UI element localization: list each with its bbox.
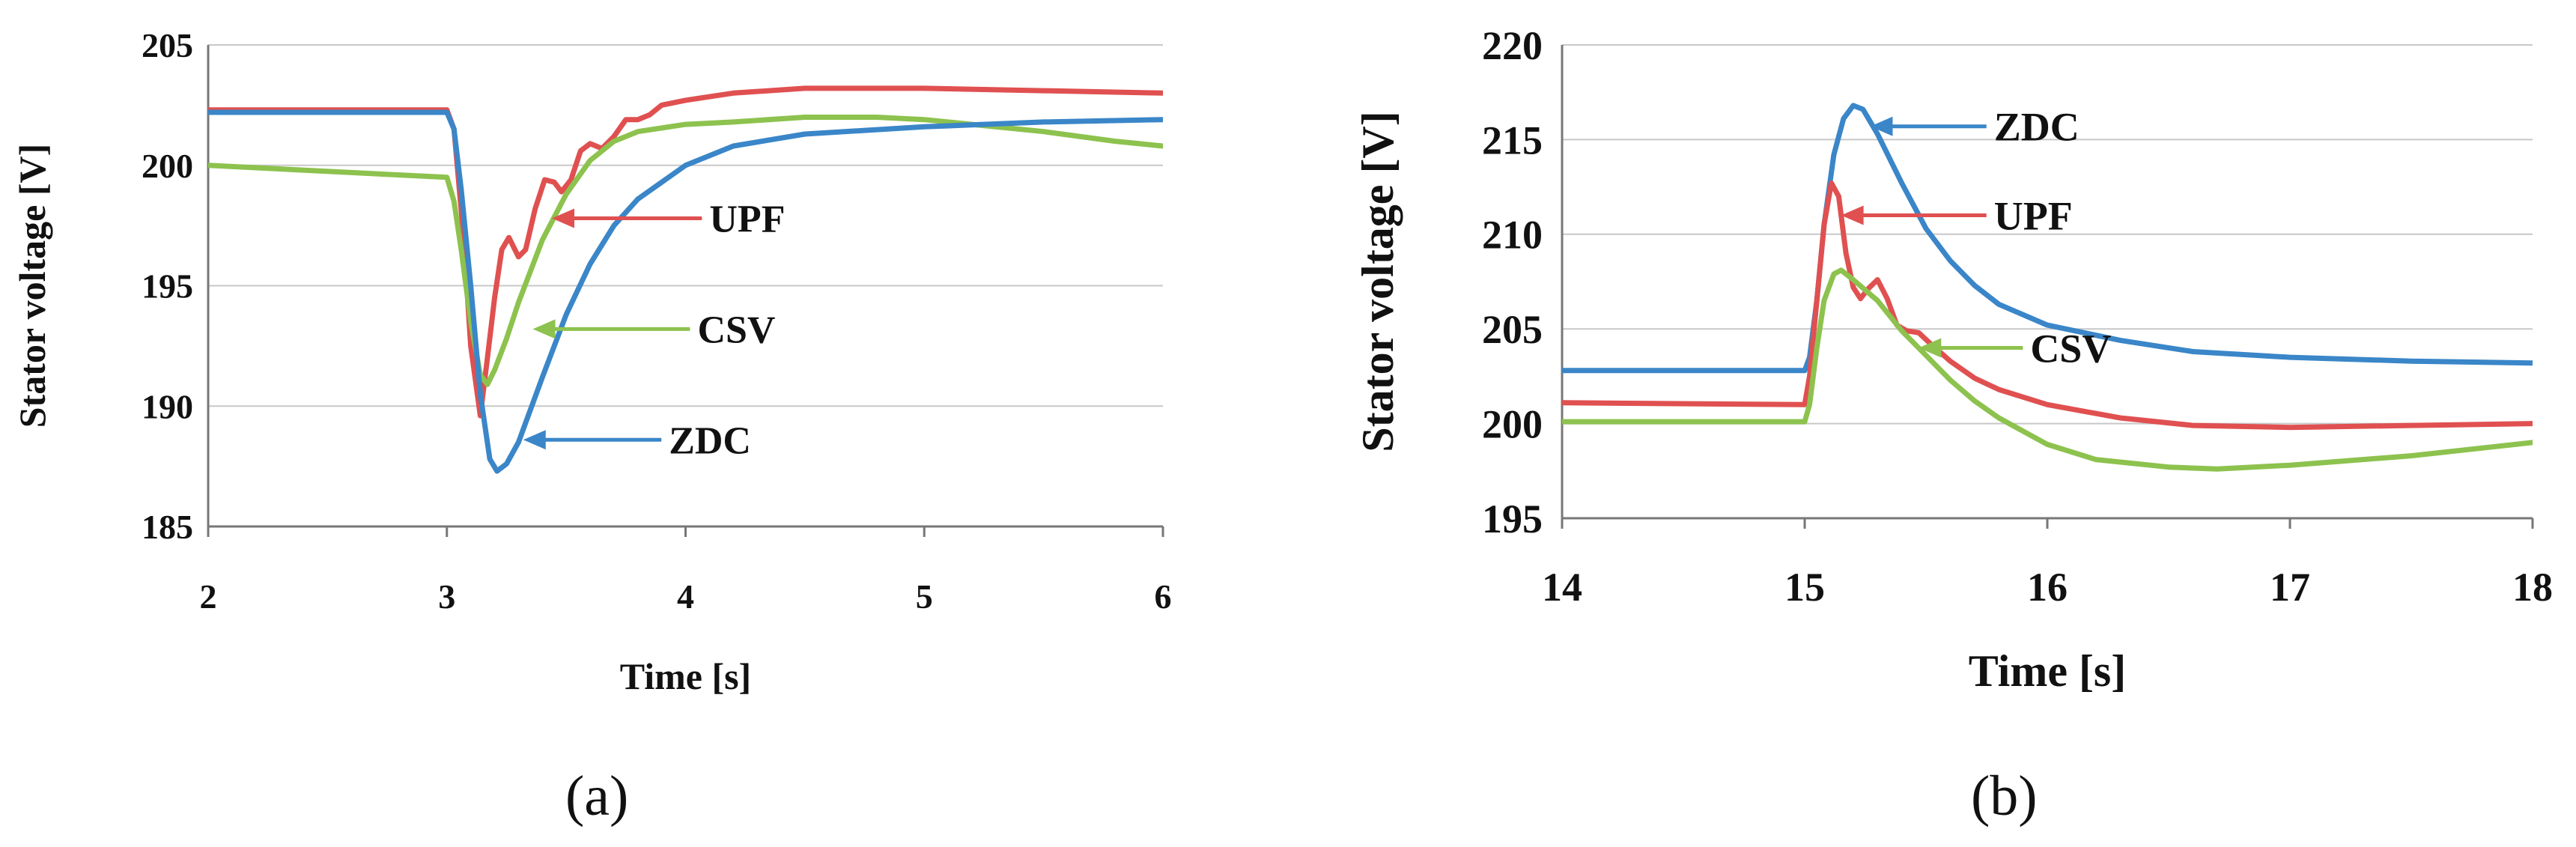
x-tick-label: 18 — [2512, 565, 2553, 610]
x-tick-label: 4 — [677, 577, 694, 616]
annotation-label-csv: CSV — [697, 309, 775, 352]
y-tick-label: 210 — [1482, 213, 1543, 258]
annotation-arrowhead-csv — [532, 319, 556, 339]
annotation-label-upf: UPF — [1994, 193, 2073, 238]
chart-panel-b: 14 15 16 17 18 195 200 205 210 215 220 Time [s] Stat… — [1325, 0, 2576, 847]
panel-label-a: (a) — [565, 765, 629, 828]
x-tick-label: 5 — [916, 577, 933, 616]
series-line-zdc — [208, 109, 1163, 474]
series-line-upf — [1562, 180, 2533, 431]
chart-b-svg: 14 15 16 17 18 195 200 205 210 215 220 Time [s] Stat… — [1353, 23, 2553, 696]
y-tick-label: 200 — [142, 147, 193, 185]
annotation-arrowhead-csv — [1919, 338, 1942, 358]
chart-panel-a: 2 3 4 5 6 185 190 195 200 205 Time [s] Stator volta… — [0, 0, 1198, 847]
annotation-label-csv: CSV — [2030, 326, 2111, 371]
y-tick-label: 205 — [1482, 307, 1543, 352]
series-line-csv — [1562, 267, 2533, 472]
x-tick-label: 15 — [1784, 565, 1825, 610]
x-tick-label: 17 — [2270, 565, 2310, 610]
y-tick-label: 195 — [1482, 497, 1543, 541]
annotation-label-zdc: ZDC — [1994, 105, 2080, 150]
x-tick-label: 14 — [1542, 565, 1582, 610]
y-tick-label: 195 — [142, 267, 193, 306]
y-tick-label: 185 — [142, 508, 193, 546]
series-line-csv — [208, 115, 1163, 387]
annotation-arrowhead-upf — [552, 208, 574, 228]
y-tick-label: 205 — [142, 26, 193, 64]
annotation-arrowhead-upf — [1841, 205, 1864, 225]
y-axis-title: Stator voltage [V] — [11, 144, 53, 428]
series-line-upf — [208, 85, 1163, 419]
x-tick-label: 2 — [200, 577, 217, 616]
annotation-arrowhead-zdc — [1870, 116, 1893, 136]
x-tick-label: 16 — [2027, 565, 2068, 610]
y-tick-label: 220 — [1482, 23, 1543, 68]
y-tick-label: 200 — [1482, 402, 1543, 447]
x-axis-title: Time [s] — [1969, 646, 2127, 696]
y-tick-label: 190 — [142, 387, 193, 425]
annotation-label-zdc: ZDC — [669, 419, 751, 462]
panel-label-b: (b) — [1971, 765, 2038, 828]
x-tick-label: 6 — [1155, 577, 1172, 616]
annotation-arrowhead-zdc — [523, 430, 546, 450]
y-axis-title: Stator voltage [V] — [1353, 111, 1403, 452]
y-tick-label: 215 — [1482, 118, 1543, 163]
x-tick-label: 3 — [438, 577, 455, 616]
annotation-label-upf: UPF — [709, 198, 785, 241]
chart-a-svg: 2 3 4 5 6 185 190 195 200 205 Time [s] Stator volta… — [11, 26, 1172, 697]
x-axis-title: Time [s] — [620, 655, 751, 697]
